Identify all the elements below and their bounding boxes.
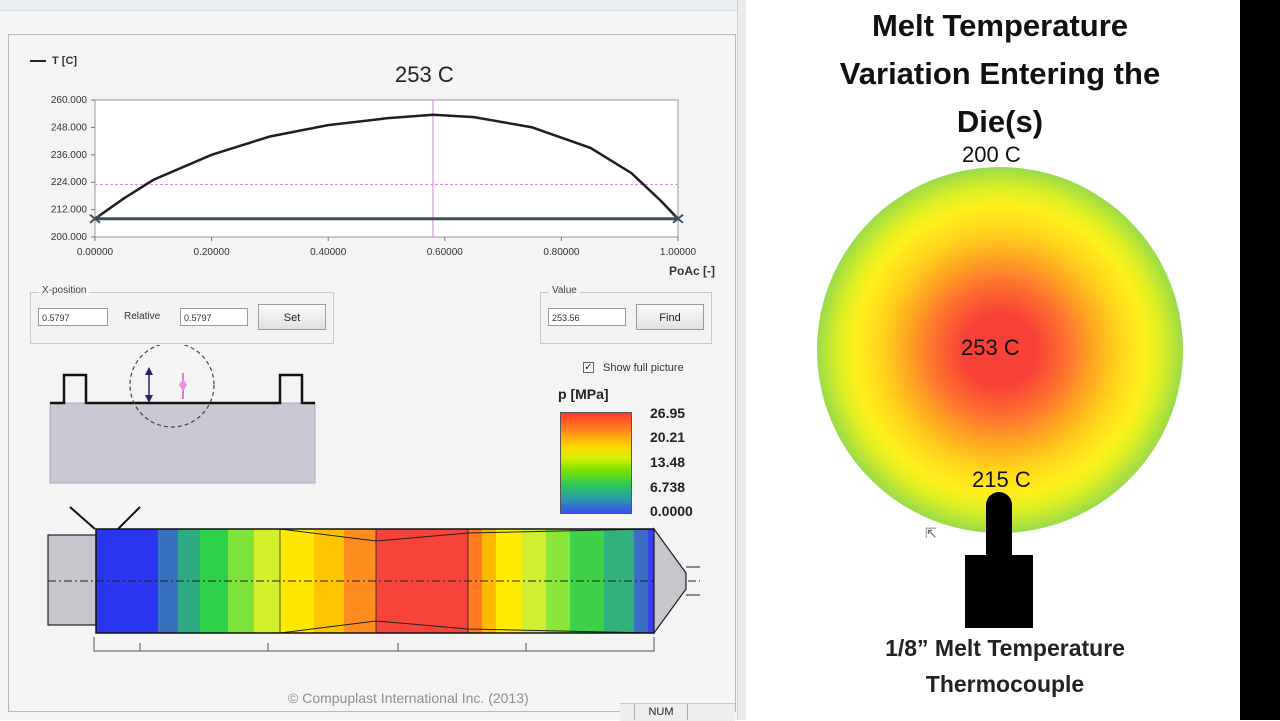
pressure-color-scale [560, 412, 632, 514]
x-tick-label: 0.60000 [427, 247, 464, 258]
die-profile [50, 373, 315, 405]
series-end-marker [672, 213, 684, 224]
xposition-input[interactable]: 0.5797 [38, 308, 108, 326]
die-housing-left [47, 534, 97, 626]
gap-arrow-head-up [145, 367, 153, 375]
thermocouple-body [965, 555, 1033, 628]
diagram-title: Melt Temperature Variation Entering the … [839, 8, 1161, 139]
probe-temperature-label: 215 C [972, 467, 1031, 492]
x-tick-label: 0.80000 [543, 247, 580, 258]
show-full-picture-label: Show full picture [603, 362, 684, 374]
right-edge-bar [1240, 0, 1280, 720]
zoom-circle [129, 345, 215, 428]
y-tick-label: 200.000 [51, 232, 88, 243]
status-bar: NUM [620, 703, 735, 721]
relative-label: Relative [124, 311, 161, 322]
gap-arrow-head-down [145, 395, 153, 403]
x-tick-label: 1.00000 [660, 247, 697, 258]
die-body [49, 402, 316, 484]
die-pressure-contour [47, 506, 700, 652]
set-button[interactable]: Set [258, 304, 326, 330]
value-group-label: Value [549, 285, 580, 296]
y-tick-label: 212.000 [51, 205, 88, 216]
series-end-marker [89, 213, 101, 224]
chart-legend: T [C] [30, 55, 77, 67]
inlet-line-right [117, 506, 141, 530]
software-window: T [C] 253 C 260.000 248.000 236.000 224.000… [0, 0, 746, 721]
die-cross-section [49, 345, 316, 484]
temperature-series-line [94, 113, 679, 220]
melt-temperature-disc [817, 167, 1183, 533]
y-tick-label: 224.000 [51, 177, 88, 188]
pressure-tick: 6.738 [650, 479, 686, 495]
position-marker-diamond [179, 379, 187, 391]
outer-temperature-label: 200 C [962, 142, 1021, 167]
pressure-tick: 0.0000 [650, 503, 693, 519]
x-axis-label: PoAc [-] [669, 264, 715, 278]
window-scroll-edge[interactable] [737, 0, 746, 720]
value-input[interactable]: 253.56 [548, 308, 626, 326]
pressure-legend-title: p [MPa] [558, 386, 609, 402]
chart-title: 253 C [395, 62, 454, 87]
pressure-tick: 26.95 [650, 405, 686, 421]
num-lock-indicator: NUM [634, 704, 688, 720]
pressure-tick: 13.48 [650, 454, 686, 470]
copyright-text: © Compuplast International Inc. (2013) [288, 690, 529, 706]
legend-label: T [C] [52, 55, 78, 67]
die-tip [653, 527, 687, 635]
show-full-picture-checkbox[interactable]: ✓ [583, 362, 594, 373]
center-temperature-label: 253 C [961, 335, 1020, 360]
pressure-tick: 20.21 [650, 429, 686, 445]
thermocouple-caption: 1/8” Melt Temperature Thermocouple [885, 635, 1125, 697]
thermocouple-probe [986, 492, 1012, 564]
xposition-group-label: X-position [39, 285, 90, 296]
legend-line-swatch [30, 60, 46, 63]
inlet-line-left [69, 506, 96, 530]
y-tick-label: 260.000 [51, 95, 88, 106]
cursor-icon: ⇱ [925, 525, 937, 541]
x-tick-label: 0.20000 [194, 247, 231, 258]
band-gold-2 [482, 529, 496, 633]
window-title-bar [0, 0, 745, 11]
plot-area [94, 99, 679, 238]
find-button[interactable]: Find [636, 304, 704, 330]
y-tick-label: 248.000 [51, 122, 88, 133]
y-tick-label: 236.000 [51, 150, 88, 161]
x-tick-label: 0.40000 [310, 247, 347, 258]
x-tick-label: 0.00000 [77, 247, 114, 258]
relative-input[interactable]: 0.5797 [180, 308, 248, 326]
dimension-ruler [93, 637, 655, 652]
temperature-chart[interactable]: 260.000 248.000 236.000 224.000 212.000 200.0… [0, 0, 745, 290]
